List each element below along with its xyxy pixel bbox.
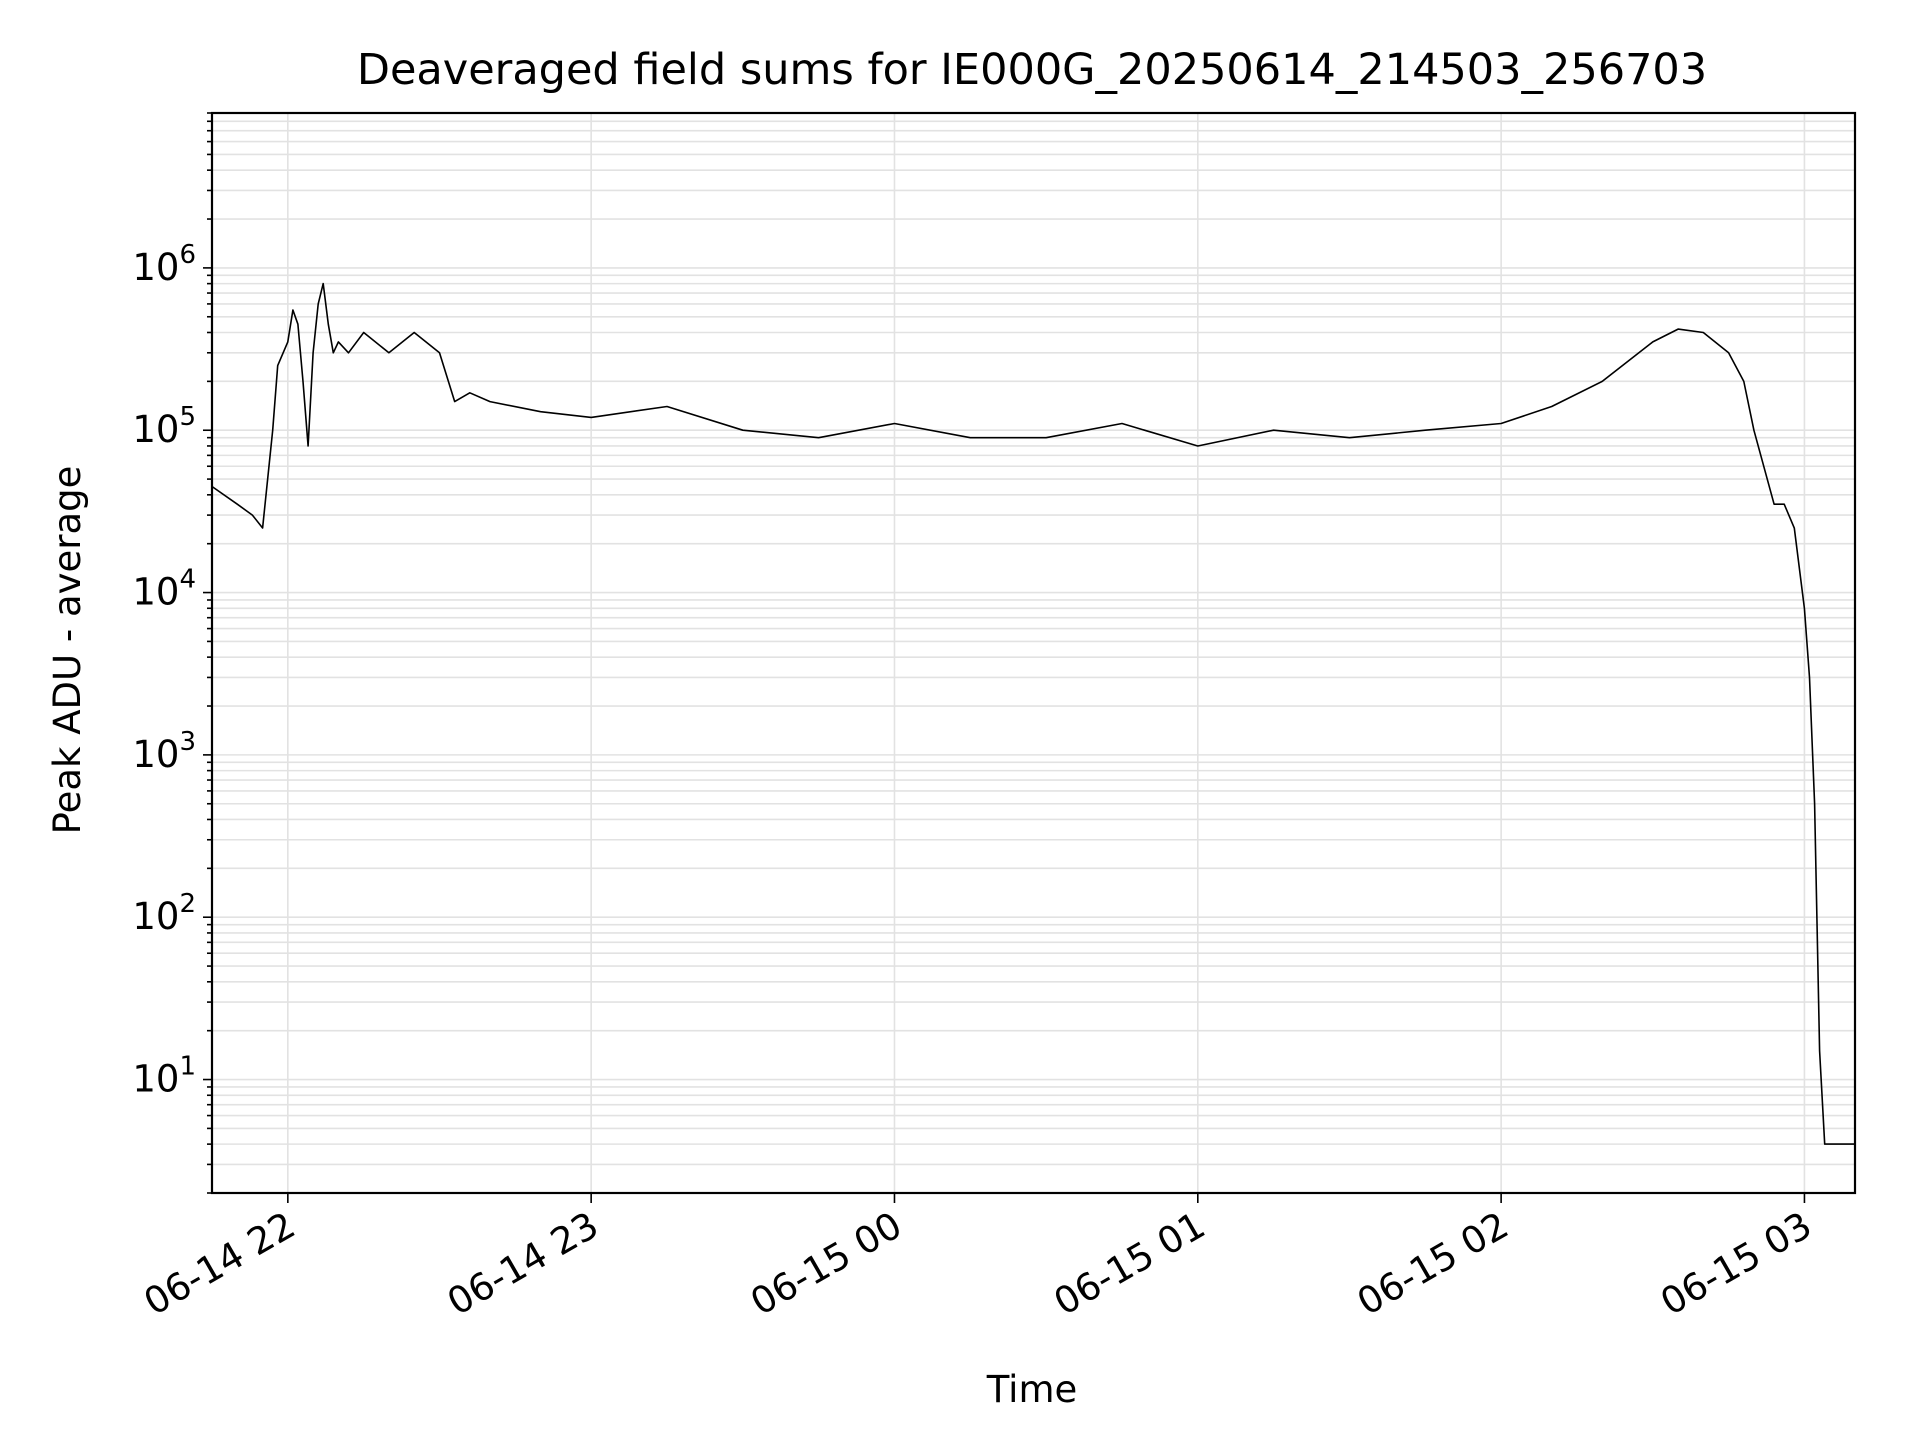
y-axis: 101 102 103 104 105 106 xyxy=(132,112,212,1194)
y-tick-label: 103 xyxy=(132,727,196,776)
plot-frame xyxy=(210,111,1857,1195)
y-axis-label: Peak ADU - average xyxy=(46,466,89,835)
grid xyxy=(212,112,1855,1194)
y-tick-label: 105 xyxy=(132,402,196,451)
x-tick-label: 06-15 02 xyxy=(1350,1204,1516,1324)
x-axis-label: Time xyxy=(986,1368,1078,1411)
series-line xyxy=(211,282,1855,1145)
x-tick-label: 06-15 03 xyxy=(1653,1204,1819,1324)
x-axis: 06-14 22 06-14 23 06-15 00 06-15 01 06-15 02… xyxy=(137,1193,1819,1324)
x-tick-label: 06-15 00 xyxy=(743,1204,909,1324)
x-tick-label: 06-14 22 xyxy=(137,1204,303,1324)
y-tick-label: 102 xyxy=(132,889,196,938)
x-tick-label: 06-14 23 xyxy=(440,1204,606,1324)
y-tick-label: 101 xyxy=(132,1052,196,1101)
y-tick-label: 106 xyxy=(132,240,196,289)
chart-title: Deaveraged field sums for IE000G_2025061… xyxy=(357,45,1707,95)
y-tick-label: 104 xyxy=(132,565,196,614)
x-tick-label: 06-15 01 xyxy=(1047,1204,1213,1324)
